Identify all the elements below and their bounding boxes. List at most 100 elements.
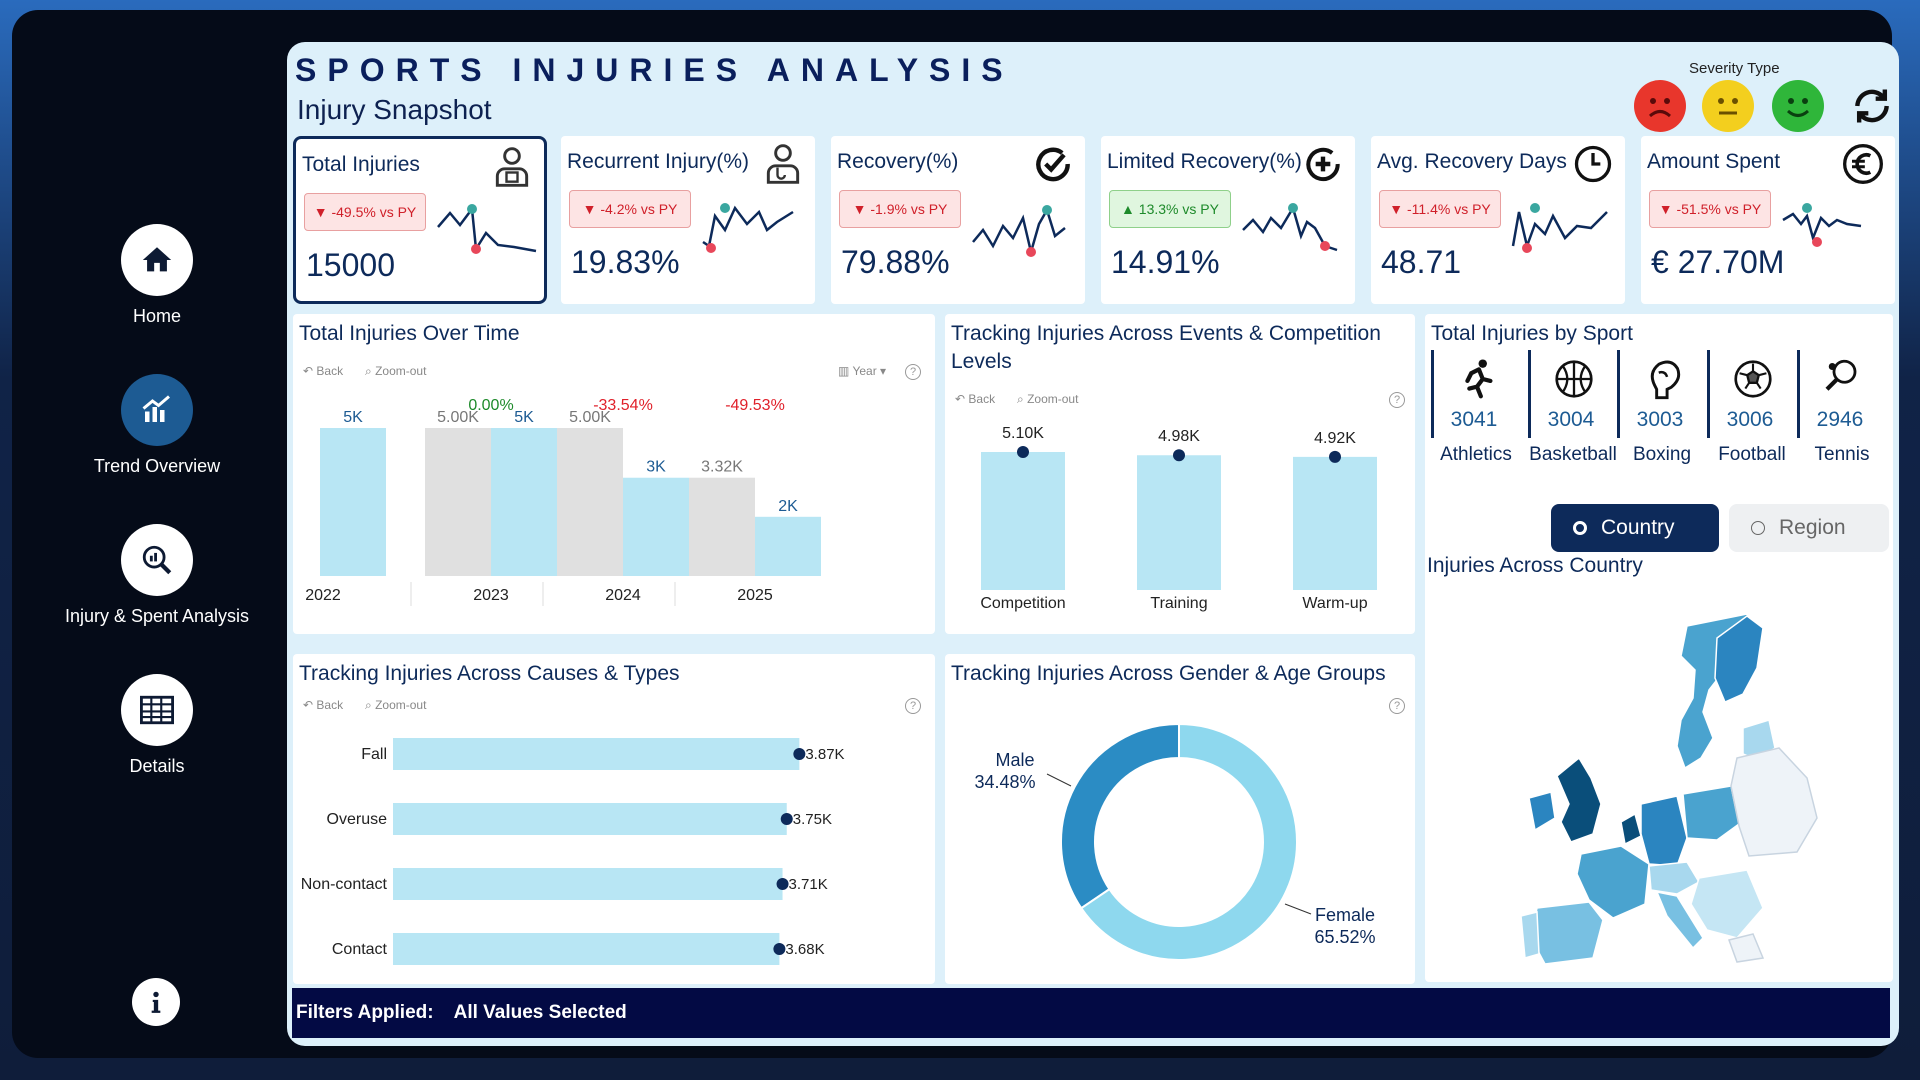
- map-country-finland[interactable]: [1714, 615, 1764, 703]
- kpi-title: Limited Recovery(%): [1107, 150, 1302, 173]
- help-icon[interactable]: ?: [905, 364, 921, 380]
- map-country-benelux[interactable]: [1620, 812, 1642, 846]
- sport-divider: [1431, 350, 1434, 438]
- map-country-ireland[interactable]: [1528, 791, 1556, 832]
- kpi-value: 14.91%: [1111, 244, 1220, 280]
- map-country-balkans[interactable]: [1690, 869, 1764, 939]
- bar-previous-label: 3.32K: [701, 459, 743, 476]
- map-country-france[interactable]: [1576, 845, 1650, 919]
- cause-category-label: Overuse: [327, 811, 388, 828]
- back-label: Back: [968, 392, 996, 406]
- nav-injury-label: Injury & Spent Analysis: [64, 606, 250, 626]
- map-country-austria[interactable]: [1648, 861, 1701, 895]
- event-category-label: Competition: [980, 595, 1065, 612]
- kpi-trend-value: -11.4% vs PY: [1406, 201, 1491, 217]
- cause-value-label: 3.75K: [793, 811, 832, 828]
- help-icon[interactable]: ?: [1389, 698, 1405, 714]
- event-value-label: 4.98K: [1158, 428, 1200, 445]
- x-axis-label: 2023: [473, 587, 509, 604]
- medical-plus-icon: [1306, 147, 1340, 182]
- radio-unselected-icon: [1751, 521, 1765, 535]
- cause-marker: [793, 748, 806, 760]
- over-time-panel: Total Injuries Over Time ↶ Back ⌕ Zoom-o…: [293, 314, 935, 634]
- radio-selected-icon: [1573, 521, 1587, 535]
- zoom-out-button[interactable]: ⌕ Zoom-out: [365, 698, 427, 712]
- kpi-limited-recovery[interactable]: Limited Recovery(%) ▲ 13.3% vs PY 14.91%: [1101, 136, 1355, 304]
- cause-value-label: 3.87K: [805, 746, 844, 763]
- zoom-out-label: Zoom-out: [375, 364, 427, 378]
- bar-previous-label: 5.00K: [569, 409, 611, 426]
- causes-chart: 3.87K Fall 3.75K Overuse 3.71K Non-contact 3.6…: [301, 738, 845, 965]
- nav-injury-spent[interactable]: Injury & Spent Analysis: [42, 524, 272, 627]
- cause-marker: [773, 943, 786, 955]
- kpi-title: Amount Spent: [1647, 150, 1781, 173]
- region-toggle[interactable]: Region: [1729, 504, 1889, 552]
- kpi-avg-recovery-days[interactable]: Avg. Recovery Days ▼ -11.4% vs PY 48.71: [1371, 136, 1625, 304]
- kpi-trend-badge: ▼ -51.5% vs PY: [1649, 190, 1771, 228]
- map-country-spain[interactable]: [1530, 901, 1604, 965]
- kpi-sparkline: [1242, 203, 1338, 252]
- mild-face-icon[interactable]: [1772, 80, 1824, 132]
- severity-type-label: Severity Type: [1689, 60, 1780, 77]
- map-country-italy[interactable]: [1655, 890, 1704, 950]
- bar-current-year: [491, 428, 557, 576]
- event-category-label: Warm-up: [1302, 595, 1367, 612]
- kpi-trend-badge: ▼ -1.9% vs PY: [839, 190, 961, 228]
- zoom-out-label: Zoom-out: [1027, 392, 1079, 406]
- bar-previous-year: [557, 428, 623, 576]
- map-country-greece[interactable]: [1728, 933, 1765, 963]
- nav-trend-overview[interactable]: Trend Overview: [42, 374, 272, 477]
- events-panel: Tracking Injuries Across Events & Compet…: [945, 314, 1415, 634]
- moderate-face-icon[interactable]: [1702, 80, 1754, 132]
- cause-bar: [393, 933, 780, 965]
- zoom-out-button[interactable]: ⌕ Zoom-out: [365, 364, 427, 378]
- kpi-value: 48.71: [1381, 244, 1462, 280]
- nav-details[interactable]: Details: [42, 674, 272, 777]
- map-country-east[interactable]: [1730, 747, 1818, 857]
- map-country-portugal[interactable]: [1520, 911, 1540, 959]
- panel-title: Total Injuries Over Time: [299, 322, 520, 345]
- event-bar: [1137, 455, 1221, 590]
- help-icon[interactable]: ?: [1389, 392, 1405, 408]
- kpi-trend-badge: ▼ -4.2% vs PY: [569, 190, 691, 228]
- map-country-germany[interactable]: [1640, 795, 1688, 867]
- kpi-total-injuries[interactable]: Total Injuries ▼ -49.5% vs PY 15000: [293, 136, 547, 304]
- event-marker: [1329, 450, 1341, 463]
- kpi-recovery[interactable]: Recovery(%) ▼ -1.9% vs PY 79.88%: [831, 136, 1085, 304]
- help-icon[interactable]: ?: [905, 698, 921, 714]
- x-axis-label: 2025: [737, 587, 773, 604]
- cause-marker: [780, 813, 793, 825]
- back-button[interactable]: ↶ Back: [303, 698, 344, 712]
- nav-home[interactable]: Home: [42, 224, 272, 327]
- info-icon[interactable]: [132, 978, 180, 1026]
- nav-trend-label: Trend Overview: [93, 456, 221, 476]
- event-category-label: Training: [1150, 595, 1207, 612]
- donut-slice-female: [1079, 722, 1298, 961]
- basketball-icon: [1555, 360, 1593, 398]
- europe-map[interactable]: [1517, 608, 1837, 968]
- zoom-out-button[interactable]: ⌕ Zoom-out: [1017, 392, 1079, 406]
- map-country-uk[interactable]: [1556, 756, 1602, 843]
- back-label: Back: [316, 698, 344, 712]
- country-toggle[interactable]: Country: [1551, 504, 1719, 552]
- kpi-trend-value: -1.9% vs PY: [870, 201, 948, 217]
- kpi-recurrent-injury[interactable]: Recurrent Injury(%) ▼ -4.2% vs PY 19.83%: [561, 136, 815, 304]
- events-chart: 5.10K Competition 4.98K Training 4.92K Warm-u…: [980, 425, 1377, 612]
- map-country-poland[interactable]: [1682, 785, 1740, 841]
- kpi-value: 19.83%: [571, 244, 680, 280]
- severe-face-icon[interactable]: [1634, 80, 1686, 132]
- causes-panel: Tracking Injuries Across Causes & Types …: [293, 654, 935, 984]
- male-percent: 34.48%: [974, 772, 1035, 792]
- year-dropdown[interactable]: ▥ Year ▾: [838, 364, 887, 378]
- back-button[interactable]: ↶ Back: [303, 364, 344, 378]
- back-button[interactable]: ↶ Back: [955, 392, 996, 406]
- kpi-amount-spent[interactable]: Amount Spent ▼ -51.5% vs PY € 27.70M: [1641, 136, 1895, 304]
- kpi-value: 79.88%: [841, 244, 950, 280]
- zoom-out-label: Zoom-out: [375, 698, 427, 712]
- boxing-glove-icon: [1650, 360, 1681, 400]
- sport-name: Football: [1718, 444, 1786, 465]
- kpi-trend-value: -49.5% vs PY: [331, 204, 417, 220]
- sport-value: 2946: [1816, 408, 1864, 431]
- refresh-icon[interactable]: [1850, 84, 1894, 128]
